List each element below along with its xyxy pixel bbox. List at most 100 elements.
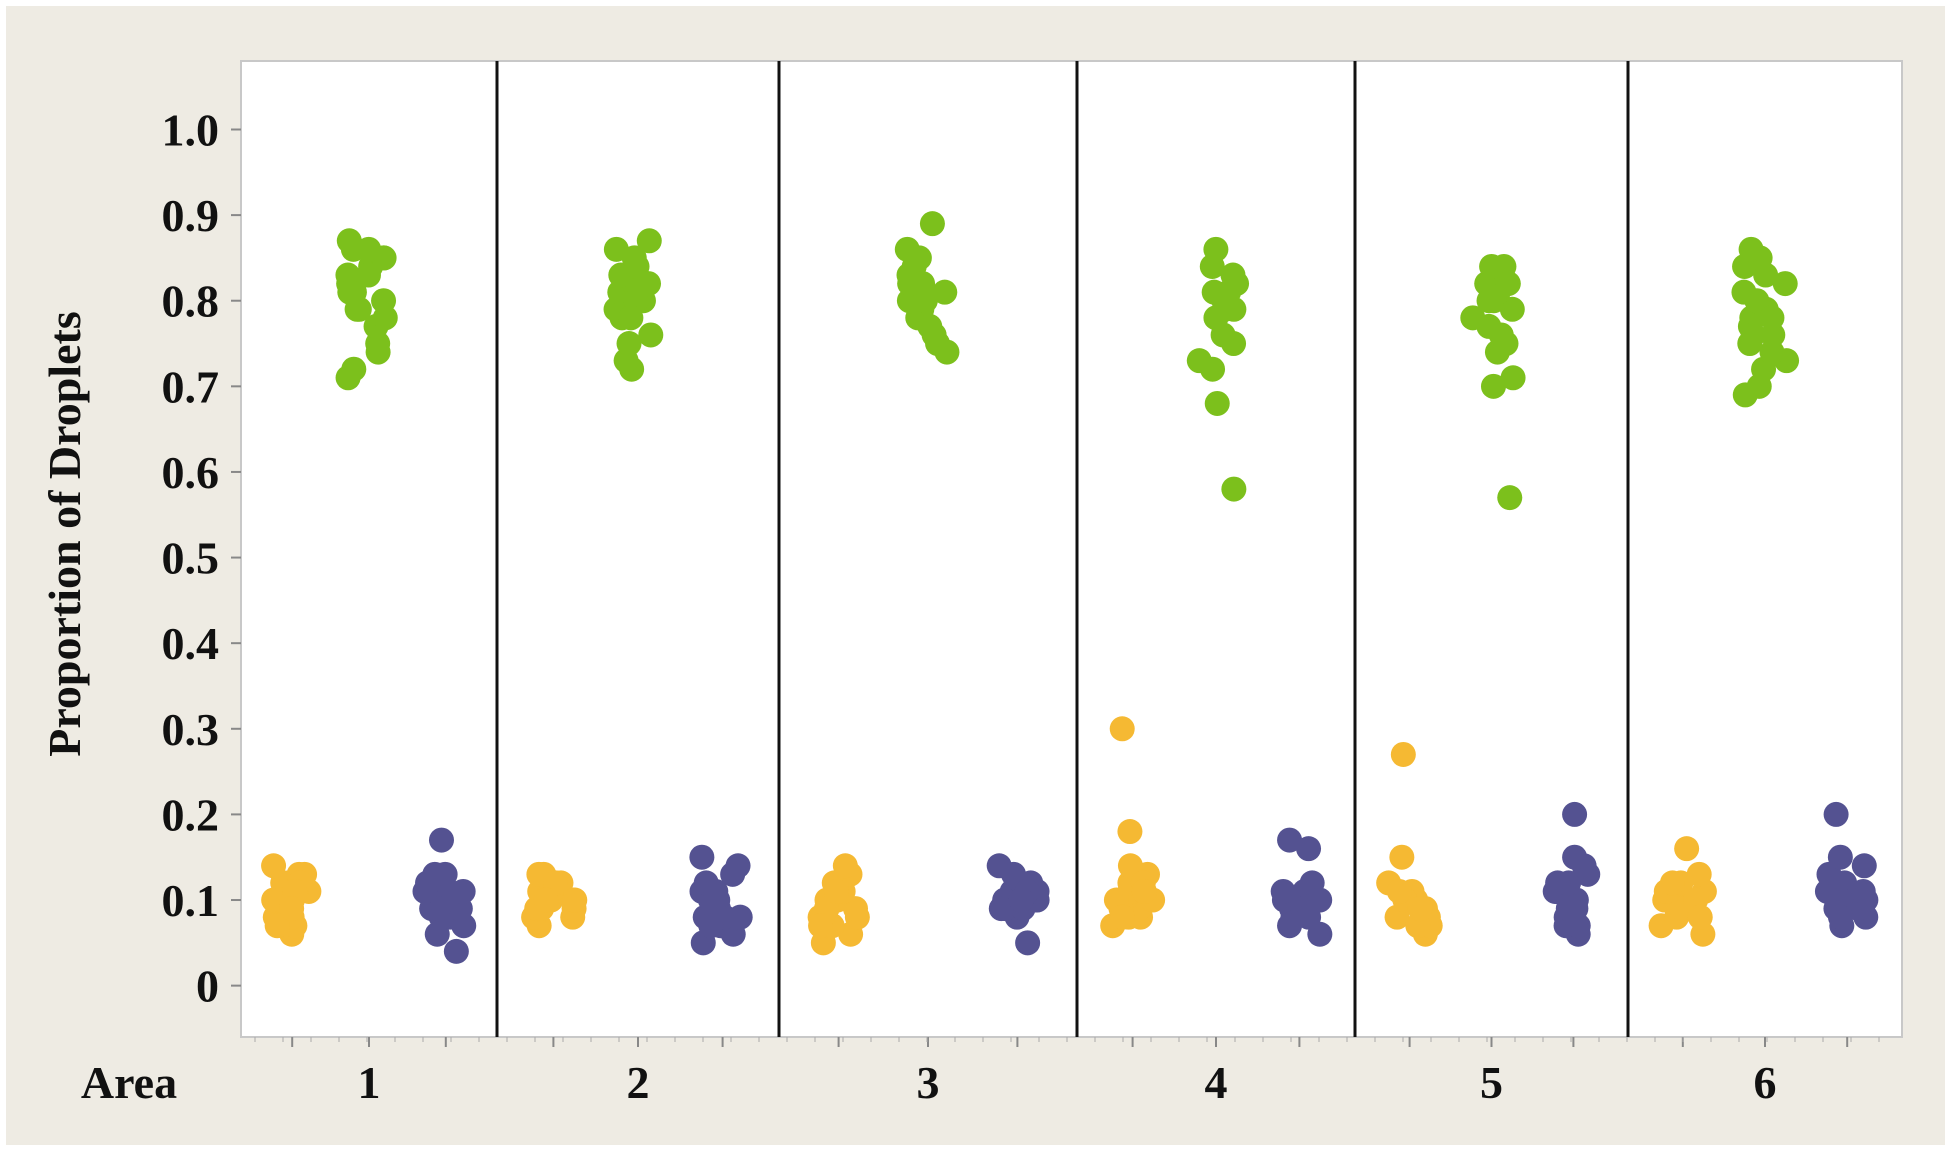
x-axis-title: Area — [81, 1057, 177, 1108]
y-axis-title: Proportion of Droplets — [39, 311, 90, 757]
data-point — [698, 913, 724, 939]
data-point — [919, 211, 945, 237]
data-point — [725, 853, 751, 879]
data-point — [1823, 801, 1849, 827]
data-point — [1480, 373, 1506, 399]
data-point — [1296, 836, 1322, 862]
data-point — [986, 853, 1012, 879]
data-point — [356, 236, 382, 262]
data-point — [1109, 716, 1135, 742]
data-point — [1495, 271, 1521, 297]
data-point — [1686, 861, 1712, 887]
data-point — [703, 878, 729, 904]
y-tick-label: 0.8 — [162, 276, 220, 327]
y-tick-label: 0.6 — [162, 447, 220, 498]
data-point — [425, 896, 451, 922]
data-point — [1203, 236, 1229, 262]
y-tick-label: 0.1 — [162, 875, 220, 926]
data-point — [1545, 870, 1571, 896]
data-point — [1460, 305, 1486, 331]
y-axis: 0 0.1 0.2 0.3 0.4 0.5 0.6 0.7 0.8 0.9 1.0 — [162, 104, 241, 1012]
data-point — [1687, 904, 1713, 930]
data-point — [1386, 878, 1412, 904]
x-category-label: 2 — [627, 1057, 650, 1108]
data-point — [1216, 279, 1242, 305]
data-point — [808, 913, 834, 939]
x-axis: 1 2 3 4 5 6 — [254, 1037, 1880, 1108]
data-point — [443, 938, 469, 964]
data-point — [894, 236, 920, 262]
data-point — [1008, 887, 1034, 913]
data-point — [1117, 853, 1143, 879]
data-point — [1186, 348, 1212, 374]
data-point — [1221, 476, 1247, 502]
data-point — [832, 853, 858, 879]
data-point — [636, 271, 662, 297]
x-category-label: 1 — [358, 1057, 381, 1108]
y-tick-label: 0 — [196, 961, 219, 1012]
y-tick-label: 0.2 — [162, 789, 220, 840]
data-point — [412, 878, 438, 904]
data-point — [616, 331, 642, 357]
data-point — [1500, 365, 1526, 391]
y-tick-label: 0.5 — [162, 533, 220, 584]
data-point — [1851, 853, 1877, 879]
data-point — [1389, 844, 1415, 870]
data-point — [264, 913, 290, 939]
data-point — [638, 322, 664, 348]
category-separators — [495, 61, 1630, 1037]
data-point — [1277, 827, 1303, 853]
data-point — [1307, 887, 1333, 913]
plot-area — [240, 60, 1903, 1038]
data-point — [1827, 904, 1853, 930]
y-tick-label: 0.9 — [162, 190, 220, 241]
data-point — [1772, 271, 1798, 297]
data-point — [1497, 485, 1523, 511]
data-point — [341, 356, 367, 382]
data-point — [1131, 878, 1157, 904]
data-point — [1738, 236, 1764, 262]
data-point — [337, 279, 363, 305]
y-tick-label: 0.7 — [162, 361, 220, 412]
data-point — [1390, 741, 1416, 767]
data-point — [1270, 878, 1296, 904]
data-point — [910, 271, 936, 297]
data-point — [533, 887, 559, 913]
x-category-label: 3 — [917, 1057, 940, 1108]
data-point — [1562, 844, 1588, 870]
data-point — [1015, 930, 1041, 956]
data-point — [355, 262, 381, 288]
data-point — [917, 313, 943, 339]
data-point — [1476, 288, 1502, 314]
data-point — [603, 236, 629, 262]
data-point — [1740, 322, 1766, 348]
data-point — [618, 305, 644, 331]
data-point — [1731, 279, 1757, 305]
data-point — [279, 896, 305, 922]
x-category-label: 6 — [1754, 1057, 1777, 1108]
data-point — [1117, 819, 1143, 845]
scatter-chart: 0 0.1 0.2 0.3 0.4 0.5 0.6 0.7 0.8 0.9 1.0 1 2 3 4 5 6 P… — [39, 60, 1903, 1108]
data-points — [261, 211, 1879, 964]
data-point — [1674, 836, 1700, 862]
data-point — [336, 228, 362, 254]
data-point — [1407, 896, 1433, 922]
data-point — [1488, 322, 1514, 348]
data-point — [1109, 904, 1135, 930]
data-point — [1759, 305, 1785, 331]
data-point — [932, 279, 958, 305]
data-point — [636, 228, 662, 254]
y-tick-label: 0.4 — [162, 618, 220, 669]
data-point — [428, 827, 454, 853]
x-category-label: 5 — [1480, 1057, 1503, 1108]
data-point — [988, 896, 1014, 922]
data-point — [1562, 801, 1588, 827]
data-point — [689, 844, 715, 870]
data-point — [1555, 896, 1581, 922]
data-point — [261, 853, 287, 879]
data-point — [1827, 844, 1853, 870]
data-point — [1479, 253, 1505, 279]
data-point — [1659, 870, 1685, 896]
y-tick-label: 1.0 — [162, 104, 220, 155]
data-point — [1850, 878, 1876, 904]
